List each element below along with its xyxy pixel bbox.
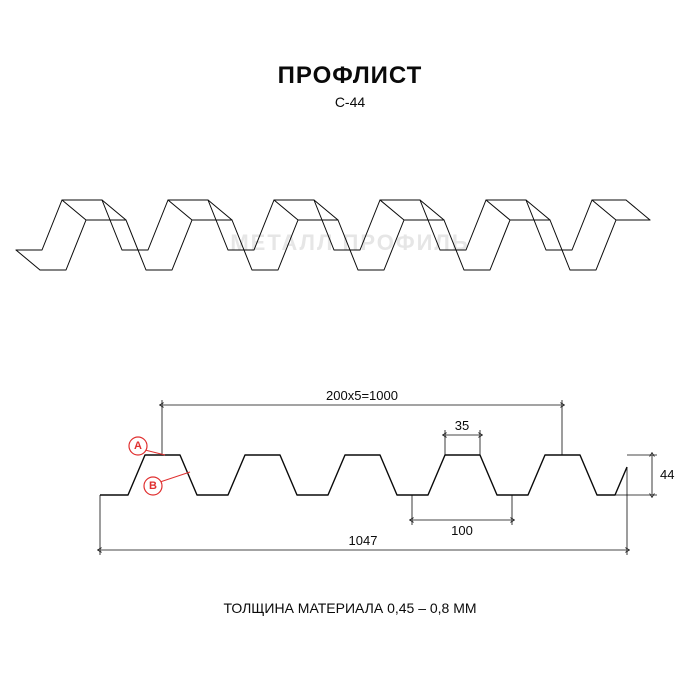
cross-section-path [100, 455, 627, 495]
page-subtitle: С-44 [0, 94, 700, 110]
isometric-profile [0, 150, 700, 310]
cross-section-diagram: 200x5=1000 35 100 1047 44 A B [0, 370, 700, 580]
page: ПРОФЛИСТ С-44 МЕТАЛЛ ПРОФИЛЬ [0, 0, 700, 700]
marker-a-label: A [134, 440, 142, 452]
marker-b-label: B [149, 480, 157, 492]
material-thickness-note: ТОЛЩИНА МАТЕРИАЛА 0,45 – 0,8 ММ [0, 600, 700, 616]
page-title: ПРОФЛИСТ [0, 62, 700, 90]
dim-top-width: 35 [455, 418, 469, 433]
dim-pitch-total: 200x5=1000 [326, 388, 398, 403]
dim-period: 100 [451, 523, 473, 538]
dim-overall-width: 1047 [349, 533, 378, 548]
dim-height: 44 [660, 467, 674, 482]
